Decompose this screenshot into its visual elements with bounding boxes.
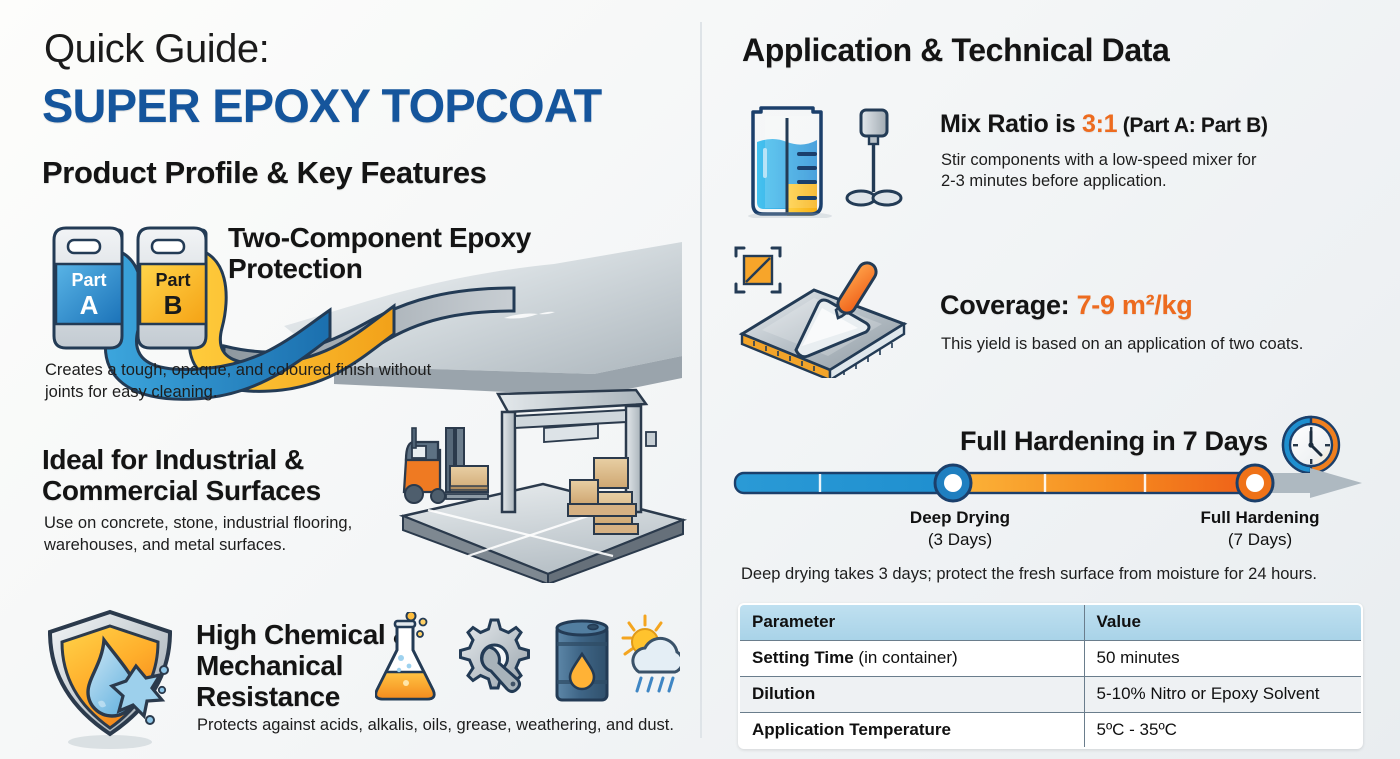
hardening-title: Full Hardening in 7 Days	[960, 426, 1268, 456]
feature-1-body: Creates a tough, opaque, and coloured fi…	[45, 361, 432, 401]
part-a-letter: A	[80, 290, 99, 320]
hardening-timeline	[710, 458, 1380, 513]
hardening-body: Deep drying takes 3 days; protect the fr…	[741, 565, 1317, 583]
table-cell-parameter: Application Temperature	[740, 711, 1085, 747]
table-cell-value: 5-10% Nitro or Epoxy Solvent	[1083, 675, 1361, 713]
table-cell-value: 50 minutes	[1083, 639, 1361, 677]
right-section-heading: Application & Technical Data	[742, 32, 1170, 68]
oil-drum-icon	[555, 619, 609, 702]
table-cell-parameter: Dilution	[740, 675, 1085, 713]
table-row: Dilution 5-10% Nitro or Epoxy Solvent	[740, 675, 1361, 713]
left-section-heading: Product Profile & Key Features	[42, 155, 487, 190]
part-a-label: Part	[71, 270, 106, 290]
sun-cloud-rain-icon	[621, 614, 684, 693]
milestone-2-label: Full Hardening	[1200, 508, 1320, 527]
beaker-mixer-icon	[735, 98, 925, 223]
eyebrow-title: Quick Guide:	[44, 27, 270, 71]
feature-1-title: Two-Component Epoxy Protection	[228, 222, 531, 285]
column-divider	[700, 22, 702, 738]
table-cell-value: 5ºC - 35ºC	[1083, 711, 1361, 747]
mix-suffix: (Part A: Part B)	[1117, 114, 1268, 137]
milestone-1-sub: (3 Days)	[927, 530, 993, 549]
milestone-1-label: Deep Drying	[909, 508, 1011, 527]
left-column: Quick Guide: SUPER EPOXY TOPCOAT Product…	[34, 27, 688, 757]
param-name: Dilution	[752, 684, 816, 703]
product-title: SUPER EPOXY TOPCOAT	[42, 79, 602, 132]
shield-droplet-icon	[38, 602, 188, 757]
area-badge-icon	[734, 246, 782, 294]
right-column: Application & Technical Data	[700, 0, 1400, 759]
table-row: Setting Time (in container) 50 minutes	[740, 639, 1361, 677]
table-header-row: Parameter Value	[740, 605, 1361, 641]
param-note: (in container)	[853, 648, 958, 667]
feature-3-body: Protects against acids, alkalis, oils, g…	[197, 716, 674, 734]
param-name: Application Temperature	[752, 719, 951, 739]
warehouse-forklift-icon	[398, 388, 688, 588]
feature-2-title: Ideal for Industrial & Commercial Surfac…	[42, 444, 321, 507]
table-header-parameter: Parameter	[740, 605, 1085, 641]
coverage-prefix: Coverage:	[940, 290, 1077, 320]
flask-icon	[374, 610, 436, 701]
resistance-icon-row	[374, 610, 684, 712]
table-row: Application Temperature 5ºC - 35ºC	[740, 711, 1361, 747]
part-b-letter: B	[164, 290, 183, 320]
part-b-label: Part	[155, 270, 190, 290]
coverage-body: This yield is based on an application of…	[941, 335, 1304, 353]
coverage-value: 7-9 m²/kg	[1076, 290, 1193, 320]
epoxy-jugs-icon: Part A Part B	[34, 206, 684, 426]
gear-wrench-icon	[459, 618, 530, 693]
param-name: Setting Time	[752, 648, 854, 667]
mix-ratio-title: Mix Ratio is 3:1 (Part A: Part B)	[940, 110, 1268, 139]
feature-2-body: Use on concrete, stone, industrial floor…	[44, 514, 353, 554]
table-cell-parameter: Setting Time (in container)	[740, 639, 1085, 677]
table-header-value: Value	[1083, 605, 1361, 641]
technical-data-table: Parameter Value Setting Time (in contain…	[738, 603, 1363, 749]
mix-ratio-value: 3:1	[1081, 110, 1118, 138]
mix-prefix: Mix Ratio is	[940, 110, 1082, 138]
trowel-area-icon	[732, 238, 932, 383]
mix-ratio-body: Stir components with a low-speed mixer f…	[941, 151, 1257, 191]
clock-icon	[1280, 414, 1342, 481]
coverage-title: Coverage: 7-9 m²/kg	[940, 290, 1193, 321]
milestone-2-sub: (7 Days)	[1227, 530, 1293, 549]
feature-3-title: High Chemical & Mechanical Resistance	[196, 619, 413, 712]
